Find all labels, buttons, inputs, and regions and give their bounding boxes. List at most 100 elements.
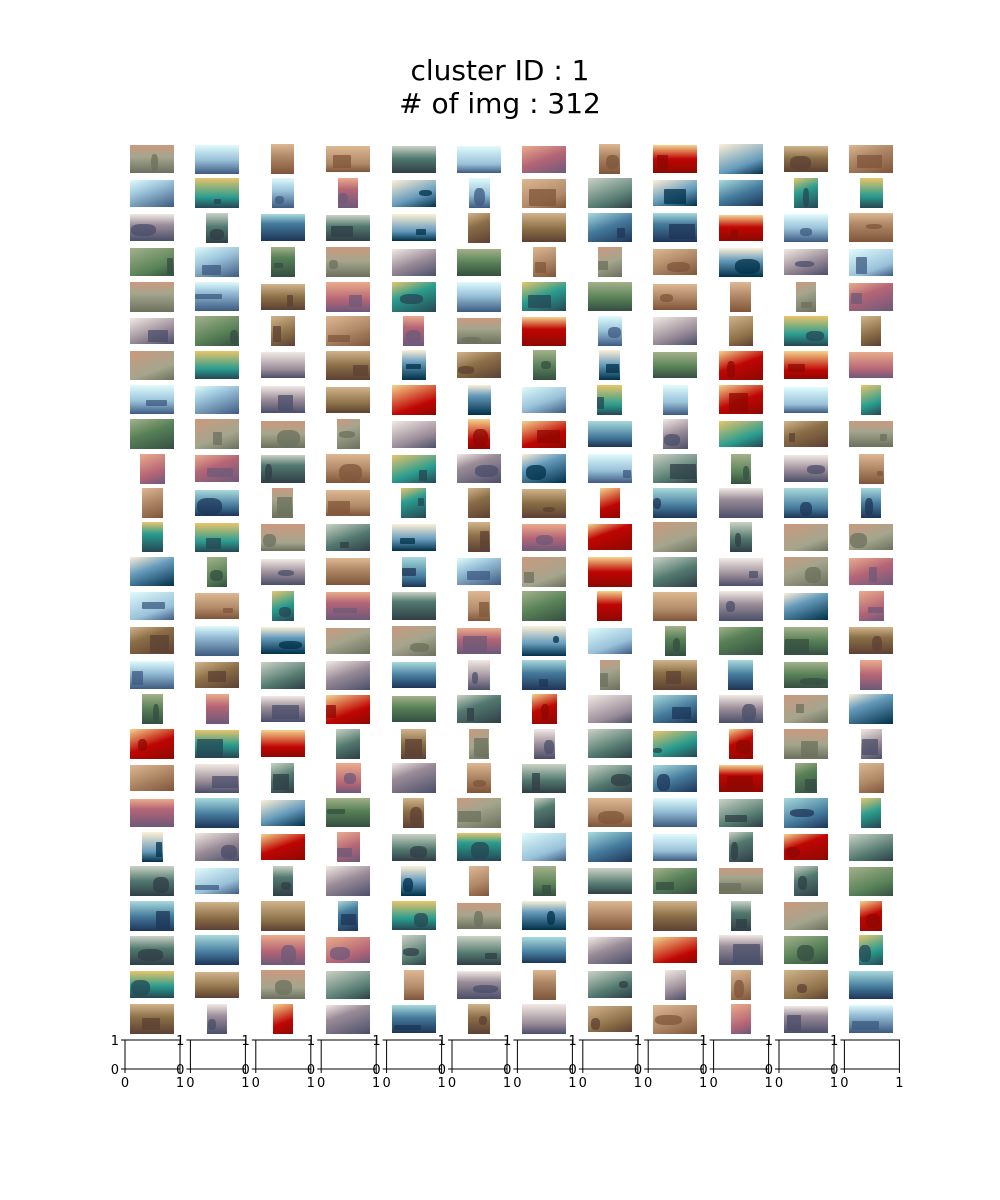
thumbnail-subject <box>528 295 552 309</box>
thumbnail-subject <box>867 607 883 614</box>
thumbnail-image <box>849 352 894 379</box>
thumbnail-subject <box>278 607 291 618</box>
thumbnail-subject <box>413 913 428 928</box>
thumbnail-image <box>662 384 688 415</box>
thumbnail-image <box>849 282 894 311</box>
thumbnail-subject <box>664 189 687 205</box>
thumbnail-subject <box>280 882 291 891</box>
thumbnail-image <box>403 316 425 346</box>
x-tick-label: 0 <box>709 1076 717 1091</box>
thumbnail-image <box>260 523 305 551</box>
thumbnail-subject <box>210 569 224 581</box>
thumbnail-image <box>795 763 817 794</box>
thumbnail-image <box>391 625 436 656</box>
thumbnail-image <box>587 524 632 551</box>
thumbnail-subject <box>148 330 168 342</box>
thumbnail-subject <box>730 229 738 239</box>
thumbnail-image <box>326 798 371 828</box>
thumbnail-image <box>326 1004 371 1034</box>
thumbnail-image <box>469 728 489 759</box>
axes-frame <box>124 1039 181 1070</box>
thumbnail-subject <box>277 395 293 412</box>
thumbnail-image <box>457 970 501 999</box>
thumbnail-subject <box>262 533 276 547</box>
thumbnail-subject <box>616 228 625 239</box>
thumbnail-image <box>260 386 305 414</box>
thumbnail-image <box>391 523 436 551</box>
thumbnail-image <box>260 627 305 655</box>
thumbnail-subject <box>274 196 284 205</box>
thumbnail-image <box>597 591 623 622</box>
thumbnail-subject <box>152 704 159 723</box>
thumbnail-subject <box>672 637 680 652</box>
thumbnail-image <box>653 937 698 964</box>
thumbnail-image <box>784 834 828 860</box>
thumbnail-image <box>522 1004 567 1034</box>
thumbnail-subject <box>741 704 756 723</box>
thumbnail-image <box>522 660 567 690</box>
thumbnail-image <box>260 970 305 1000</box>
thumbnail-subject <box>852 1021 880 1030</box>
thumbnail-image <box>522 213 567 243</box>
thumbnail-image <box>130 281 174 312</box>
thumbnail-subject <box>524 571 535 583</box>
thumbnail-subject <box>328 501 351 514</box>
thumbnail-subject <box>653 747 663 753</box>
thumbnail-subject <box>207 468 234 478</box>
thumbnail-image <box>391 384 436 415</box>
x-tick-label: 0 <box>252 1076 260 1091</box>
thumbnail-image <box>271 763 295 794</box>
thumbnail-image <box>326 386 371 413</box>
thumbnail-image <box>784 662 828 688</box>
thumbnail-image <box>784 523 828 551</box>
thumbnail-subject <box>343 773 356 785</box>
thumbnail-subject <box>857 155 883 168</box>
thumbnail-subject <box>543 739 554 754</box>
thumbnail-image <box>468 212 490 243</box>
thumbnail-subject <box>206 537 222 549</box>
thumbnail-subject <box>276 429 300 447</box>
thumbnail-subject <box>156 910 170 929</box>
thumbnail-subject <box>869 567 878 583</box>
thumbnail-image <box>195 385 240 414</box>
axes-frame <box>516 1039 573 1070</box>
thumbnail-subject <box>785 638 809 653</box>
thumbnail-image <box>784 386 828 413</box>
thumbnail-image <box>326 592 371 621</box>
thumbnail-image <box>653 1004 698 1034</box>
thumbnail-subject <box>329 260 339 270</box>
y-tick-label: 1 <box>372 1034 380 1049</box>
thumbnail-subject <box>655 1014 683 1025</box>
thumbnail-image <box>468 419 490 450</box>
thumbnail-subject <box>286 294 293 307</box>
thumbnail-image <box>195 971 240 998</box>
thumbnail-subject <box>473 429 488 448</box>
thumbnail-subject <box>618 981 628 989</box>
y-tick-label: 0 <box>634 1063 642 1078</box>
thumbnail-subject <box>278 641 302 650</box>
thumbnail-image <box>391 763 436 794</box>
thumbnail-image <box>784 936 828 965</box>
thumbnail-image <box>260 420 305 448</box>
thumbnail-subject <box>418 189 432 196</box>
thumbnail-subject <box>473 188 485 207</box>
thumbnail-image <box>391 662 436 688</box>
thumbnail-grid <box>130 144 894 1034</box>
thumbnail-image <box>599 488 620 518</box>
thumbnail-subject <box>202 265 222 276</box>
thumbnail-image <box>326 316 371 346</box>
thumbnail-image <box>587 695 632 724</box>
thumbnail-image <box>457 902 501 929</box>
thumbnail-image <box>522 488 567 518</box>
thumbnail-image <box>653 900 698 931</box>
thumbnail-subject <box>274 980 292 996</box>
thumbnail-image <box>195 419 240 450</box>
thumbnail-subject <box>132 671 143 685</box>
thumbnail-image <box>141 694 163 725</box>
y-tick-label: 1 <box>830 1034 838 1049</box>
thumbnail-image <box>599 350 621 381</box>
thumbnail-image <box>195 316 240 346</box>
thumbnail-subject <box>480 531 489 551</box>
y-tick-label: 1 <box>569 1034 577 1049</box>
thumbnail-image <box>718 868 763 895</box>
